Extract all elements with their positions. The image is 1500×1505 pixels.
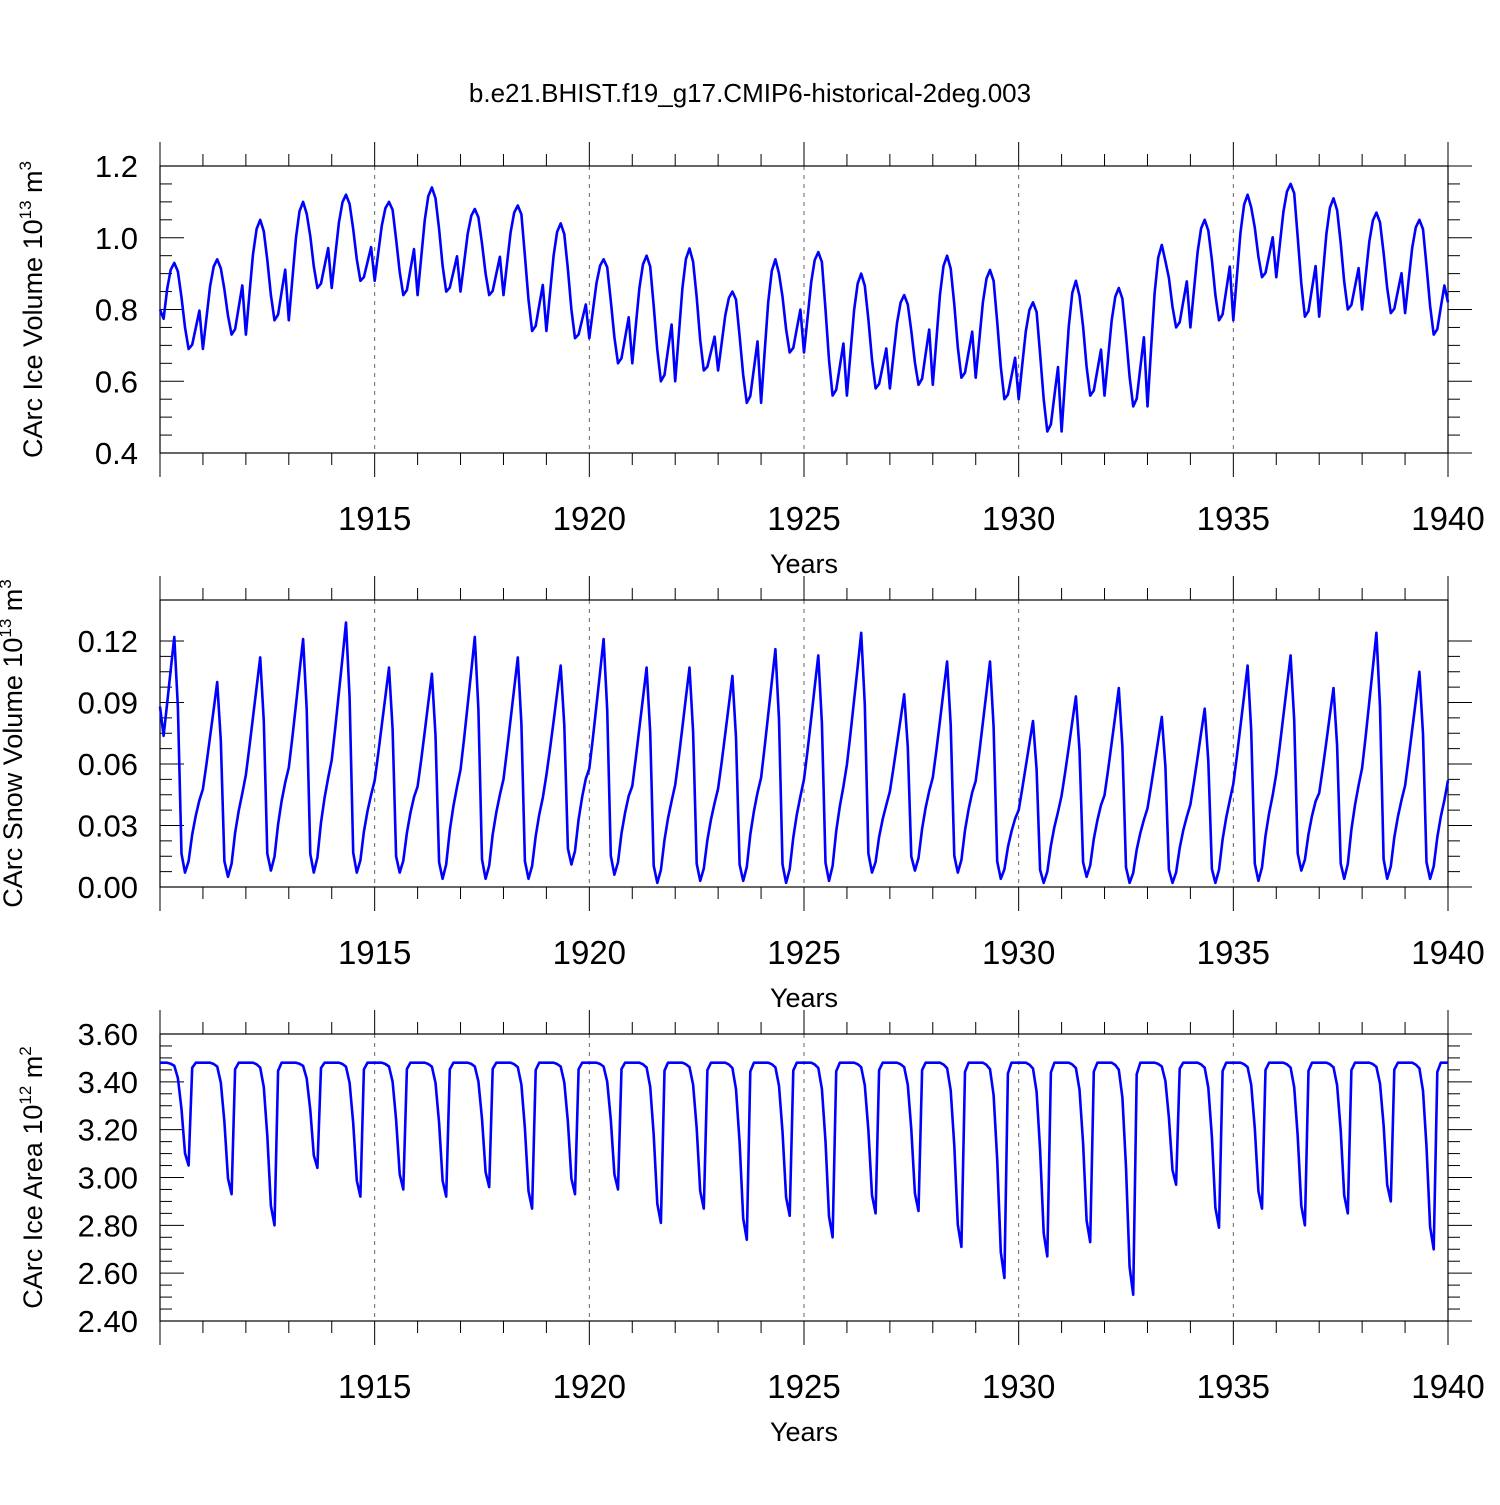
panel-1: 1915 1920 1925 1930 1935 1940 Years 0.4 0.6 0.8 1.…: [16, 142, 1485, 579]
x-tick-label: 1920: [553, 934, 626, 971]
y-tick-label: 0.06: [78, 747, 138, 782]
x-tick-label: 1920: [553, 500, 626, 537]
x-axis-label: Years: [770, 983, 838, 1013]
y-axis-label: CArc Ice Area 1012 m2: [16, 1046, 48, 1309]
y-tick-label: 2.40: [78, 1304, 138, 1339]
x-tick-label: 1915: [338, 934, 411, 971]
x-tick-label: 1940: [1411, 934, 1484, 971]
y-label-ylabel-prefix: CArc Snow Volume 10: [0, 638, 28, 908]
x-tick-label: 1920: [553, 1368, 626, 1405]
y-tick-label: 1.0: [95, 221, 138, 256]
y-label-ylabel-unit: m: [0, 589, 28, 619]
y-tick-label: 0.8: [95, 293, 138, 328]
x-tick-label: 1930: [982, 934, 1055, 971]
y-label-ylabel-prefix: CArc Ice Area 10: [18, 1105, 48, 1309]
y-tick-label: 2.60: [78, 1256, 138, 1291]
y-label-ylabel-exp: 12: [16, 1086, 35, 1105]
y-tick-label: 3.40: [78, 1065, 138, 1100]
x-tick-label: 1915: [338, 500, 411, 537]
y-axis-label: CArc Ice Volume 1013 m3: [16, 161, 48, 458]
x-axis-label: Years: [770, 1417, 838, 1447]
figure-title: b.e21.BHIST.f19_g17.CMIP6-historical-2de…: [469, 78, 1031, 108]
x-axis-label: Years: [770, 549, 838, 579]
x-tick-label: 1925: [767, 500, 840, 537]
y-tick-label: 0.00: [78, 870, 138, 905]
x-tick-label: 1940: [1411, 1368, 1484, 1405]
y-tick-label: 0.4: [95, 436, 138, 471]
y-tick-label: 3.20: [78, 1113, 138, 1148]
y-label-ylabel-unit-exp: 3: [0, 579, 15, 588]
x-tick-label: 1935: [1197, 934, 1270, 971]
panel-3: 1915 1920 1925 1930 1935 1940 Years 2.40 2.60 2.8…: [16, 1010, 1485, 1447]
panel-2: 1915 1920 1925 1930 1935 1940 Years 0.00 0.03 0.0…: [0, 576, 1485, 1013]
panels: 1915 1920 1925 1930 1935 1940 Years 0.4 0.6 0.8 1.…: [0, 142, 1485, 1447]
x-tick-label: 1915: [338, 1368, 411, 1405]
x-tick-label: 1925: [767, 1368, 840, 1405]
y-tick-label: 0.6: [95, 364, 138, 399]
y-tick-label: 0.03: [78, 809, 138, 844]
y-axis-label: CArc Snow Volume 1013 m3: [0, 579, 28, 908]
y-tick-label: 2.80: [78, 1208, 138, 1243]
figure: b.e21.BHIST.f19_g17.CMIP6-historical-2de…: [0, 0, 1500, 1500]
x-tick-label: 1925: [767, 934, 840, 971]
y-label-ylabel-unit: m: [18, 1056, 48, 1086]
y-tick-label: 1.2: [95, 149, 138, 184]
y-label-ylabel-prefix: CArc Ice Volume 10: [18, 219, 48, 458]
x-tick-label: 1930: [982, 1368, 1055, 1405]
x-tick-label: 1930: [982, 500, 1055, 537]
y-tick-label: 0.09: [78, 686, 138, 721]
y-tick-label: 0.12: [78, 624, 138, 659]
y-tick-label: 3.00: [78, 1161, 138, 1196]
x-tick-label: 1935: [1197, 500, 1270, 537]
x-tick-label: 1940: [1411, 500, 1484, 537]
y-label-ylabel-unit-exp: 3: [16, 161, 35, 170]
y-label-ylabel-unit: m: [18, 170, 48, 200]
y-label-ylabel-exp: 13: [0, 619, 15, 638]
y-label-ylabel-exp: 13: [16, 200, 35, 219]
y-tick-label: 3.60: [78, 1017, 138, 1052]
x-tick-label: 1935: [1197, 1368, 1270, 1405]
y-label-ylabel-unit-exp: 2: [16, 1046, 35, 1055]
